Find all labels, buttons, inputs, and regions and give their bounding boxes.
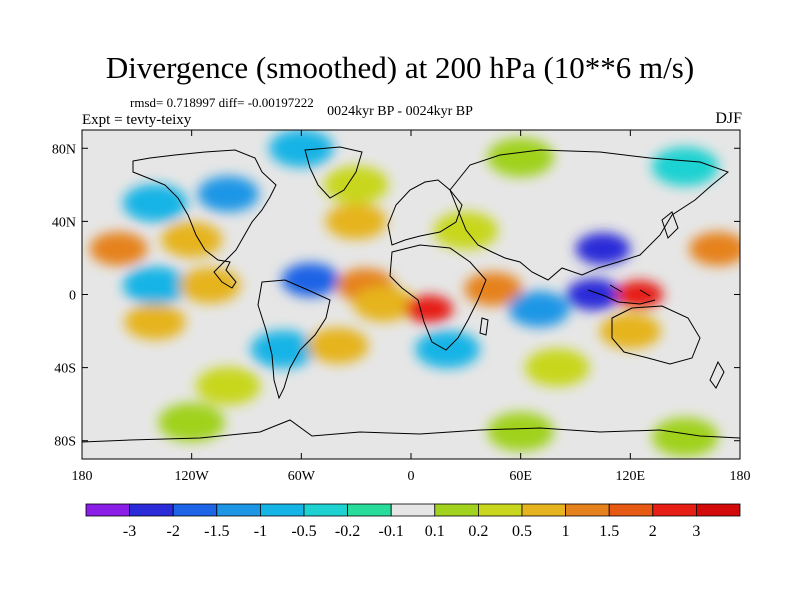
colorbar-label-2: -1.5: [204, 523, 229, 540]
field-region-27: [487, 411, 554, 452]
field-region-20: [124, 303, 186, 340]
colorbar-swatch-8: [434, 503, 479, 517]
field-region-14: [405, 295, 454, 324]
map-axes: 180 120W 60W 0 60E 120E 180 80N 40N 0 40S 80S: [52, 130, 751, 484]
colorbar-label-4: -0.5: [291, 523, 316, 540]
colorbar-swatch-14: [696, 503, 741, 517]
colorbar-label-11: 1.5: [599, 523, 619, 540]
field-region-6: [197, 175, 259, 212]
x-tick-label-6: 180: [730, 469, 751, 484]
colorbar-swatch-13: [652, 503, 697, 517]
colorbar-swatch-1: [129, 503, 174, 517]
field-region-26: [158, 402, 225, 443]
field-region-5: [689, 231, 740, 266]
colorbar-label-8: 0.2: [468, 523, 488, 540]
colorbar-label-12: 2: [649, 523, 657, 540]
colorbar-label-0: -3: [123, 523, 136, 540]
y-tick-label-0: 80N: [52, 142, 76, 157]
field-region-18: [615, 280, 664, 309]
colorbar-swatch-0: [85, 503, 130, 517]
coastlines: [82, 146, 740, 443]
field-region-4: [575, 232, 631, 265]
colorbar-label-1: -2: [167, 523, 180, 540]
field-region-30: [487, 137, 554, 178]
y-tick-label-4: 80S: [54, 435, 76, 450]
colorbar-swatch-3: [216, 503, 261, 517]
field-region-28: [651, 417, 719, 457]
colorbar-label-3: -1: [254, 523, 267, 540]
field-region-2: [325, 203, 387, 240]
colorbar-swatch-6: [347, 503, 392, 517]
field-region-19: [599, 313, 661, 350]
x-tick-label-3: 0: [408, 469, 415, 484]
colorbar-swatch-12: [608, 503, 654, 517]
colorbar-swatch-11: [565, 503, 610, 517]
colorbar-swatch-7: [390, 503, 436, 517]
period-subtitle: 0024kyr BP - 0024kyr BP: [327, 104, 473, 119]
field-region-11: [281, 262, 340, 297]
y-tick-label-2: 0: [69, 289, 76, 304]
colorbar-label-10: 1: [562, 523, 570, 540]
field-region-21: [250, 330, 316, 369]
field-region-29: [269, 130, 334, 168]
colorbar-swatch-10: [521, 503, 566, 517]
field-region-7: [323, 165, 389, 204]
field-region-24: [524, 348, 590, 387]
field-region-25: [195, 366, 261, 405]
colorbar-label-7: 0.1: [425, 523, 445, 540]
colorbar-label-5: -0.2: [335, 523, 360, 540]
x-tick-label-4: 60E: [509, 469, 532, 484]
colorbar-swatch-4: [259, 503, 305, 517]
colorbar-label-13: 3: [692, 523, 700, 540]
field-region-0: [89, 231, 148, 266]
x-tick-label-5: 120E: [616, 469, 646, 484]
field-region-16: [508, 291, 570, 328]
y-tick-label-1: 40N: [52, 215, 76, 230]
colorbar-label-9: 0.5: [512, 523, 532, 540]
colorbar-swatch-9: [477, 503, 523, 517]
field-region-10: [179, 267, 241, 304]
field-region-22: [307, 327, 369, 364]
x-tick-label-0: 180: [72, 469, 93, 484]
experiment-label: Expt = tevty-teixy: [82, 112, 192, 128]
field-region-1: [161, 221, 223, 258]
field-region-13: [352, 285, 415, 322]
x-tick-label-2: 60W: [288, 469, 316, 484]
colorbar-label-6: -0.1: [379, 523, 404, 540]
colorbar: -3 -2 -1.5 -1 -0.5 -0.2 -0.1 0.1 0.2 0.5 1 1.5 2 3: [85, 503, 741, 540]
field-region-31: [651, 146, 719, 187]
y-tick-label-3: 40S: [54, 362, 76, 377]
field-region-8: [122, 184, 188, 223]
season-label: DJF: [715, 110, 742, 127]
colorbar-swatch-2: [172, 503, 218, 517]
colorbar-swatch-5: [303, 503, 348, 517]
map-title: Divergence (smoothed) at 200 hPa (10**6 …: [105, 50, 695, 85]
field-region-9: [122, 266, 188, 305]
x-tick-label-1: 120W: [175, 469, 210, 484]
field-region-17: [566, 278, 622, 311]
field-region-23: [415, 330, 480, 369]
stats-label: rmsd= 0.718997 diff= -0.00197222: [130, 95, 314, 110]
